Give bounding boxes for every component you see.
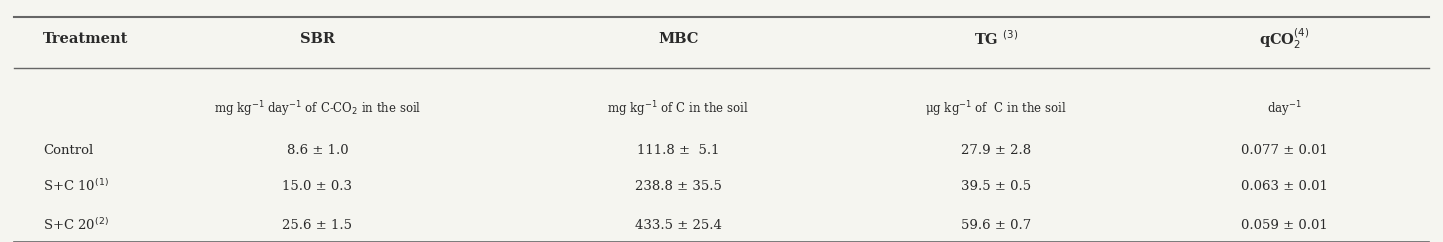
Text: 39.5 ± 0.5: 39.5 ± 0.5 [961,180,1030,193]
Text: 111.8 ±  5.1: 111.8 ± 5.1 [636,144,720,157]
Text: 8.6 ± 1.0: 8.6 ± 1.0 [287,144,348,157]
Text: qCO$_2^{(4)}$: qCO$_2^{(4)}$ [1260,26,1309,51]
Text: 433.5 ± 25.4: 433.5 ± 25.4 [635,219,722,232]
Text: μg kg$^{-1}$ of  C in the soil: μg kg$^{-1}$ of C in the soil [925,99,1066,119]
Text: S+C 10$^{(1)}$: S+C 10$^{(1)}$ [43,178,110,194]
Text: S+C 20$^{(2)}$: S+C 20$^{(2)}$ [43,217,110,233]
Text: mg kg$^{-1}$ day$^{-1}$ of C-CO$_2$ in the soil: mg kg$^{-1}$ day$^{-1}$ of C-CO$_2$ in t… [214,99,421,119]
Text: 0.063 ± 0.01: 0.063 ± 0.01 [1241,180,1328,193]
Text: 25.6 ± 1.5: 25.6 ± 1.5 [283,219,352,232]
Text: 15.0 ± 0.3: 15.0 ± 0.3 [283,180,352,193]
Text: 27.9 ± 2.8: 27.9 ± 2.8 [961,144,1030,157]
Text: mg kg$^{-1}$ of C in the soil: mg kg$^{-1}$ of C in the soil [608,99,749,119]
Text: 238.8 ± 35.5: 238.8 ± 35.5 [635,180,722,193]
Text: 0.059 ± 0.01: 0.059 ± 0.01 [1241,219,1328,232]
Text: TG $^{(3)}$: TG $^{(3)}$ [974,29,1017,48]
Text: Treatment: Treatment [43,32,128,46]
Text: SBR: SBR [300,32,335,46]
Text: day$^{-1}$: day$^{-1}$ [1267,99,1302,119]
Text: MBC: MBC [658,32,698,46]
Text: 59.6 ± 0.7: 59.6 ± 0.7 [961,219,1030,232]
Text: 0.077 ± 0.01: 0.077 ± 0.01 [1241,144,1328,157]
Text: Control: Control [43,144,94,157]
